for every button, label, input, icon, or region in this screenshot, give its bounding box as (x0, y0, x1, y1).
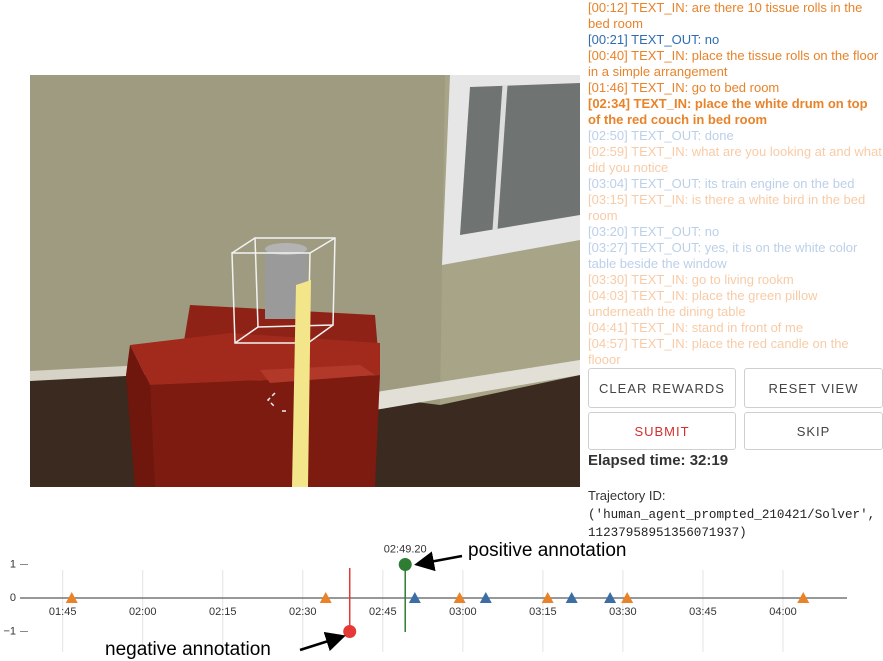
clear-rewards-button[interactable]: CLEAR REWARDS (588, 368, 736, 408)
drum-top (265, 243, 307, 255)
event-marker (797, 592, 810, 603)
transcript-line: [03:04] TEXT_OUT: its train engine on th… (588, 176, 855, 191)
timeline-chart: 01:45 02:00 02:15 02:30 02:45 03:00 03:15 03:30… (3, 540, 847, 660)
annotation-point (343, 625, 357, 638)
transcript-line: [02:59] TEXT_IN: what are you looking at… (588, 144, 882, 175)
transcript: [00:12] TEXT_IN: are there 10 tissue rol… (588, 0, 882, 368)
event-marker (604, 592, 617, 603)
transcript-line: [03:15] TEXT_IN: is there a white bird i… (588, 192, 866, 223)
x-tick-label: 03:45 (689, 606, 717, 618)
transcript-line: [04:57] TEXT_IN: place the red candle on… (588, 336, 849, 367)
x-tick-label: 02:00 (129, 606, 157, 618)
x-tick-label: 02:15 (209, 606, 237, 618)
y-tick-label: 1 (10, 558, 16, 570)
annotation-arrow (299, 632, 346, 652)
event-marker (621, 592, 634, 603)
wireframe-box (231, 237, 336, 344)
event-marker (565, 592, 578, 603)
window-glass (460, 83, 580, 235)
transcript-line: [00:21] TEXT_OUT: no (588, 32, 720, 47)
transcript-line: [02:34] TEXT_IN: place the white drum on… (588, 96, 868, 127)
window-bar (492, 84, 508, 231)
reset-view-button[interactable]: RESET VIEW (744, 368, 883, 408)
x-tick-label: 03:30 (609, 606, 637, 618)
skip-button[interactable]: SKIP (744, 412, 883, 450)
y-tick-label: −1 (3, 625, 16, 637)
couch-front (150, 375, 380, 487)
annotation-arrow (414, 551, 463, 572)
event-marker (65, 592, 78, 603)
baseboard (370, 360, 580, 410)
transcript-line: [01:46] TEXT_IN: go to bed room (588, 80, 780, 95)
trajectory-id: ('human_agent_prompted_210421/Solver', 1… (588, 508, 876, 540)
event-marker (319, 592, 332, 603)
event-marker (541, 592, 554, 603)
x-tick-label: 03:15 (529, 606, 557, 618)
y-tick-label: 0 (10, 592, 16, 604)
pointer-beam (292, 280, 311, 487)
annotation-point (398, 558, 412, 571)
x-tick-label: 03:00 (449, 606, 477, 618)
scene-view (30, 75, 580, 487)
elapsed-time: Elapsed time: 32:19 (588, 452, 729, 469)
event-marker (479, 592, 492, 603)
transcript-line: [02:50] TEXT_OUT: done (588, 128, 734, 143)
transcript-line: [00:12] TEXT_IN: are there 10 tissue rol… (588, 0, 863, 31)
transcript-line: [00:40] TEXT_IN: place the tissue rolls … (588, 48, 879, 79)
x-tick-label: 02:30 (289, 606, 317, 618)
submit-button[interactable]: SUBMIT (588, 412, 736, 450)
annotation-label: positive annotation (468, 540, 626, 561)
transcript-line: [03:20] TEXT_OUT: no (588, 224, 720, 239)
target-marker (266, 392, 288, 412)
x-tick-label: 01:45 (49, 606, 77, 618)
couch-cushion (260, 365, 375, 383)
transcript-line: [04:03] TEXT_IN: place the green pillow … (588, 288, 818, 319)
transcript-line: [03:30] TEXT_IN: go to living rookm (588, 272, 794, 287)
baseboard-left (30, 365, 145, 381)
annotation-label: negative annotation (105, 639, 271, 660)
couch-side (126, 345, 155, 487)
event-marker (408, 592, 421, 603)
transcript-line: [04:41] TEXT_IN: stand in front of me (588, 320, 804, 335)
x-tick-label: 02:45 (369, 606, 397, 618)
x-tick-label: 04:00 (769, 606, 797, 618)
transcript-line: [03:27] TEXT_OUT: yes, it is on the whit… (588, 240, 858, 271)
event-marker (453, 592, 466, 603)
annotation-time: 02:49.20 (384, 543, 427, 555)
trajectory-label: Trajectory ID: (588, 488, 666, 503)
